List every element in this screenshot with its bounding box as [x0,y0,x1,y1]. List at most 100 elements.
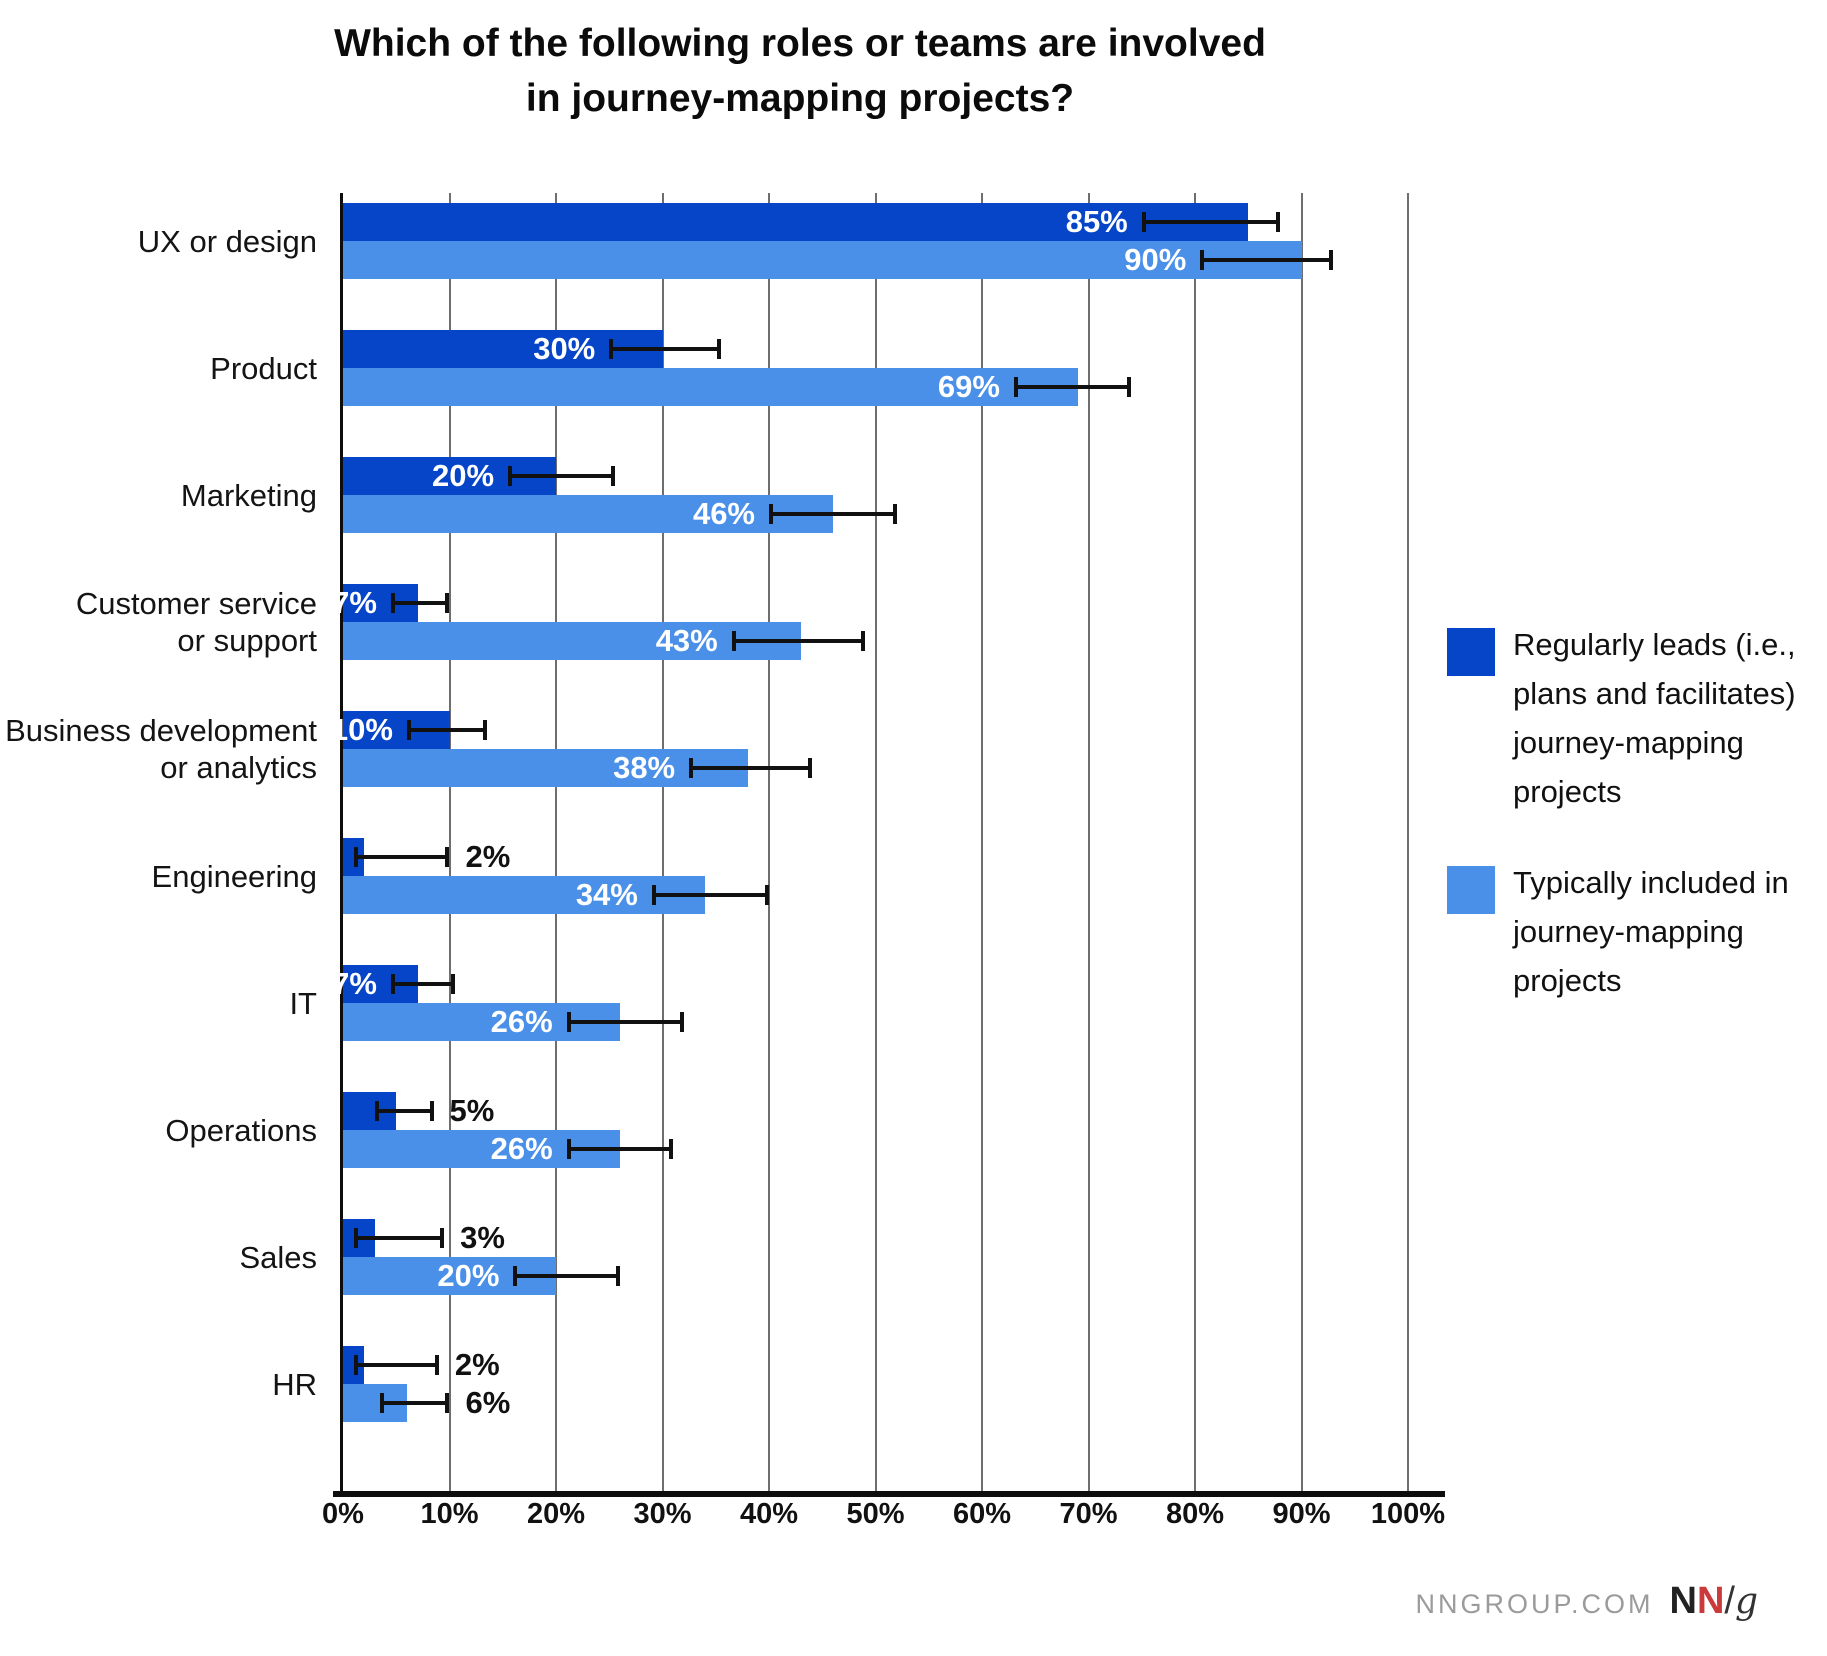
x-tick-label-10pct: 10% [420,1498,479,1530]
gridline-90pct [1300,193,1303,1491]
x-tick-label-100pct: 100% [1370,1498,1446,1530]
bar-value-label: 7% [332,966,377,1001]
gridline-30pct [661,193,664,1491]
nng-logo: NN/g [1669,1580,1758,1623]
x-tick-label-0pct: 0% [322,1498,364,1530]
error-bar [406,720,487,740]
error-bar [609,339,722,359]
y-axis-line [340,193,343,1491]
bar-value-label: 2% [465,839,511,874]
footer: NNGROUP.COM NN/g [1415,1580,1758,1623]
legend-label-line: journey-mapping [1513,914,1744,949]
footer-site-url: NNGROUP.COM [1415,1589,1654,1619]
bar-value-label: 34% [575,877,638,912]
bar-value-label: 20% [432,458,495,493]
error-bar [566,1139,674,1159]
bar-value-label: 20% [437,1258,500,1293]
legend-label-line: Typically included in [1513,865,1789,900]
legend-swatch-light-blue [1447,866,1495,914]
category-label-engineering: Engineering [0,831,317,921]
logo-g: g [1734,1581,1758,1622]
gridline-80pct [1194,193,1196,1491]
category-label-line: or support [177,623,317,658]
legend-label: Regularly leads (i.e., plans and facilit… [1513,620,1827,816]
category-label-line: Business development [5,713,317,748]
bar-value-label: 26% [490,1004,553,1039]
category-label-line: Engineering [151,858,317,894]
error-bar [651,885,770,905]
legend-label: Typically included in journey-mapping pr… [1513,858,1827,1005]
logo-slash: / [1724,1580,1735,1622]
category-label-hr: HR [0,1339,317,1429]
gridline-70pct [1087,193,1090,1491]
plot-area: 0% 10% 20% 30% 40% 50% 60% 70% 80% 90% 100% UX or … [5,193,1445,1530]
category-label-sales: Sales [0,1212,317,1302]
x-axis-tick-labels: 0% 10% 20% 30% 40% 50% 60% 70% 80% 90% 100% [322,1498,1445,1538]
category-label-product: Product [0,323,317,413]
bar-value-label: 30% [533,331,596,366]
gridline-60pct [981,193,983,1491]
chart-title-line1: Which of the following roles or teams ar… [334,22,1266,65]
category-label-line: UX or design [137,223,317,259]
error-bar [374,1101,434,1121]
category-label-line: Operations [165,1112,317,1148]
bar-value-label: 38% [613,750,676,785]
legend-label-line: journey-mapping [1513,725,1744,760]
category-label-marketing: Marketing [0,450,317,540]
bar-value-label: 26% [490,1131,553,1166]
error-bar [353,847,450,867]
category-label-line: or analytics [160,750,317,785]
category-label-line: HR [272,1366,317,1402]
legend-label-line: projects [1513,774,1622,809]
gridline-100pct [1407,193,1409,1491]
error-bar [380,1393,450,1413]
bar-typically-included-marketing [343,495,833,533]
category-label-line: Product [210,350,317,386]
error-bar [769,504,897,524]
bar-value-label: 2% [454,1347,500,1382]
gridline-10pct [448,193,451,1491]
error-bar [390,974,455,994]
error-bar [353,1355,440,1375]
bar-typically-included-customer-service-or-support [343,622,801,660]
legend-swatch-dark-blue [1447,628,1495,676]
gridline-20pct [555,193,557,1491]
category-label-operations: Operations [0,1085,317,1175]
logo-n-black: N [1669,1580,1697,1622]
bar-value-label: 43% [655,623,718,658]
error-bar [566,1012,684,1032]
error-bar [508,466,615,486]
bar-value-label: 7% [332,585,377,620]
error-bar [1141,212,1281,232]
gridline-40pct [768,193,770,1491]
category-label-ux-or-design: UX or design [0,196,317,286]
bar-value-label: 69% [937,369,1000,404]
error-bar [513,1266,620,1286]
bar-value-label: 85% [1065,204,1128,239]
bar-regularly-leads-ux-or-design [343,203,1249,241]
bar-value-label: 3% [460,1220,505,1255]
x-tick-label-50pct: 50% [846,1498,905,1530]
bar-value-label: 46% [692,496,755,531]
category-label-customer-service-or-support: Customer service or support [0,577,317,667]
bar-value-label: 6% [465,1385,511,1420]
x-tick-label-20pct: 20% [526,1498,586,1530]
bar-typically-included-business-development-or-analytics [343,749,748,787]
error-bar [1200,250,1334,270]
bar-value-label: 5% [449,1093,495,1128]
x-tick-label-80pct: 80% [1165,1498,1225,1530]
legend-item-typically-included: Typically included in journey-mapping pr… [1447,865,1827,1005]
category-label-line: Customer service [75,586,317,621]
error-bar [689,758,813,778]
x-axis-line [333,1491,1445,1497]
x-tick-label-70pct: 70% [1059,1498,1118,1530]
x-tick-label-60pct: 60% [952,1498,1012,1530]
legend-label-line: Regularly leads (i.e., [1513,627,1796,662]
bar-typically-included-ux-or-design [343,241,1302,279]
x-tick-label-90pct: 90% [1272,1498,1331,1530]
legend-item-regularly-leads: Regularly leads (i.e., plans and facilit… [1447,627,1827,816]
error-bar [390,593,450,613]
error-bar [1013,377,1132,397]
bar-value-label: 10% [330,712,393,747]
